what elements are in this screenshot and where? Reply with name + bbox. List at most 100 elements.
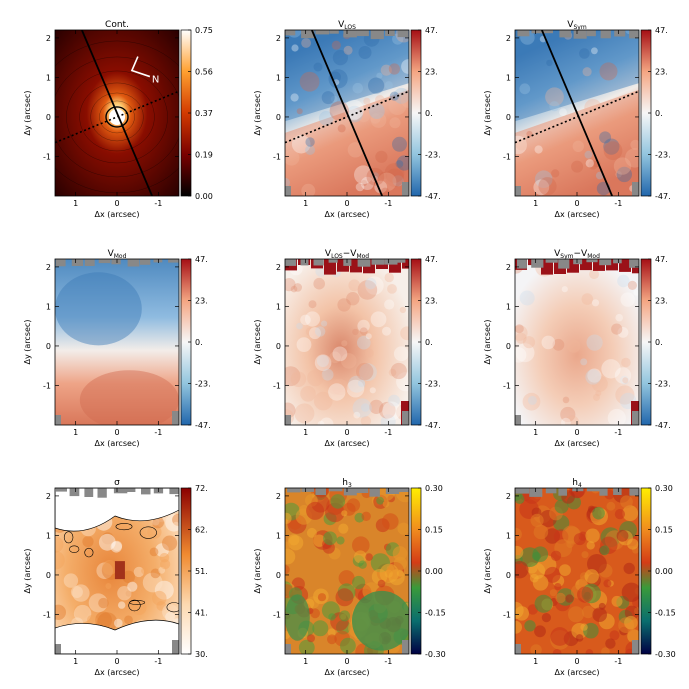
map-texture-blob [519,290,535,306]
y-tick-label: 1 [506,531,511,540]
map-texture-blob [327,634,337,645]
map-texture-blob [366,167,385,186]
map-texture-blob [363,97,371,105]
colorbar-tick-label: 0. [655,109,663,118]
colorbar-tick-label: 0.00 [195,192,213,201]
map-texture-blob [586,334,603,351]
map-texture-blob [581,293,594,305]
masked-pixel [515,186,521,196]
masked-pixel [402,640,409,654]
map-texture-blob [352,398,372,418]
panel-title: σ [114,478,120,488]
map-texture-blob [327,379,343,395]
map-texture-blob [623,562,635,575]
map-texture-blob [560,406,576,423]
colorbar-tick-label: -47. [425,192,441,201]
colorbar-tick-label: 41. [195,609,208,618]
major-axis-line [81,30,153,196]
masked-pixel [285,644,291,654]
map-texture-blob [580,623,588,631]
y-tick-label: 2 [46,492,51,501]
map-texture-blob [307,634,315,643]
map-texture-blob [368,77,385,94]
map-texture-blob [290,93,299,102]
map-texture-blob [365,333,372,340]
masked-pixel [629,488,639,496]
map-texture-blob [315,265,327,277]
map-texture-blob [382,513,399,530]
isophote-contour [66,70,168,164]
map-texture-blob [585,649,594,654]
map-texture-blob [321,368,334,381]
y-axis-label: Δy (arcsec) [253,91,262,136]
colorbar-tick-label: 47. [655,26,668,35]
map-texture-blob [330,95,338,103]
map-texture-blob [533,179,550,196]
map-texture-blob [365,277,377,290]
map-texture-blob [152,516,165,529]
map-texture-blob [321,320,328,327]
map-texture-blob [573,533,586,546]
colorbar-tick-label: -0.30 [655,650,676,659]
map-texture-blob [147,524,162,540]
map-texture-blob [522,336,536,349]
map-texture-blob [305,137,315,147]
map-texture-blob [614,508,626,520]
masked-pixel [140,259,151,265]
map-texture-blob [300,314,311,326]
map-texture-blob [519,83,531,95]
map-texture-blob [301,38,311,48]
map-texture-blob [328,69,348,89]
map-texture-blob [328,383,346,401]
map-texture-blob [357,280,378,300]
colorbar-tick-label: -23. [655,151,671,160]
map-texture-blob [285,402,296,419]
map-texture-blob [549,589,558,597]
map-texture-blob [162,535,178,551]
x-axis-label: Δx (arcsec) [555,439,600,448]
y-axis-label: Δy (arcsec) [23,320,32,365]
map-texture-blob [348,279,361,292]
masked-pixel [515,415,521,425]
y-tick-label: 2 [506,492,511,501]
map-texture-blob [365,553,373,561]
masked-pixel [573,259,583,265]
map-texture-blob [587,554,607,574]
colorbar-tick-label: 47. [655,255,668,264]
map-texture-blob [360,180,368,187]
map-texture-blob [378,401,396,419]
map-texture-blob [354,550,367,564]
map-texture-blob [603,141,623,161]
map-texture-blob [285,541,291,550]
map-texture-blob [630,139,639,150]
map-texture-blob [599,131,612,144]
map-texture-blob [534,594,553,613]
x-tick-label: -1 [154,428,162,437]
map-image [285,488,409,654]
y-tick-label: 0 [46,113,51,122]
x-tick-label: 1 [303,199,308,208]
map-texture-blob [389,117,401,129]
map-texture-blob [285,177,290,188]
map-texture-blob [617,274,630,288]
y-axis-label: Δy (arcsec) [253,320,262,365]
masked-pixel [55,259,66,267]
map-texture-blob [172,513,179,526]
masked-pixel [329,30,339,34]
isophote-contour [79,82,155,152]
masked-pixel [55,644,61,654]
map-texture-blob [401,59,409,74]
map-texture-blob [356,362,374,381]
dispersion-contour [166,602,179,613]
map-texture-blob [565,594,574,603]
dispersion-contour [139,526,157,539]
masked-pixel [614,30,626,37]
colorbar-tick-label: 0.15 [425,526,443,535]
map-texture-blob [165,611,175,622]
x-tick-label: -1 [384,199,392,208]
x-axis-label: Δx (arcsec) [95,668,140,677]
y-tick-label: 2 [506,263,511,272]
masked-pixel [301,488,315,492]
masked-pixel [370,30,384,40]
masked-pixel [172,411,179,425]
